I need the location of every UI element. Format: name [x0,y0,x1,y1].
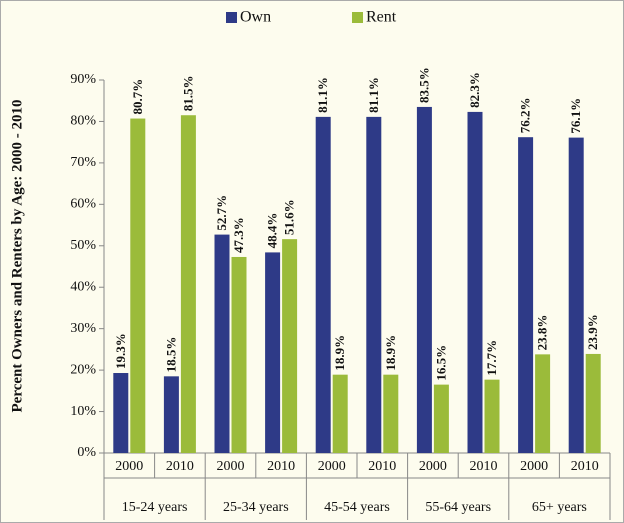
bar [332,374,348,453]
y-axis-label: Percent Owners and Renters by Age: 2000 … [9,99,25,412]
value-label: 18.5% [163,337,178,373]
y-tick-label: 0% [77,445,96,460]
x-tick-label: 2000 [520,459,548,474]
legend-swatch [226,12,237,23]
x-tick-label: 2010 [470,459,498,474]
x-tick-label: 2010 [267,459,295,474]
bar [180,115,196,453]
bar [315,116,331,453]
x-tick-label: 2010 [166,459,194,474]
legend-label: Rent [366,9,397,26]
value-label: 81.1% [366,77,381,113]
value-label: 17.7% [484,340,499,376]
value-label: 23.8% [535,315,550,351]
y-tick-label: 80% [70,114,96,129]
value-label: 76.2% [518,97,533,133]
bar [231,256,247,453]
value-label: 83.5% [416,67,431,103]
value-label: 81.5% [180,75,195,111]
bar [416,106,432,453]
bar [518,137,534,453]
y-tick-label: 30% [70,321,96,336]
value-label: 18.9% [332,335,347,371]
value-label: 81.1% [315,77,330,113]
value-label: 47.3% [231,217,246,253]
legend-label: Own [240,9,271,26]
bar [113,373,129,453]
x-tick-label: 2000 [419,459,447,474]
bar [568,137,584,453]
value-label: 80.7% [130,79,145,115]
value-label: 18.9% [383,335,398,371]
group-label: 45-54 years [324,500,390,515]
bar [265,252,281,453]
group-label: 15-24 years [122,500,188,515]
bar [163,376,179,453]
x-tick-label: 2010 [368,459,396,474]
bar [585,353,601,453]
bar [282,239,298,453]
group-label: 55-64 years [425,500,491,515]
bar [484,379,500,453]
bar [433,384,449,453]
y-tick-label: 50% [70,238,96,253]
y-tick-label: 60% [70,197,96,212]
bar [130,118,146,453]
x-tick-label: 2010 [571,459,599,474]
value-label: 48.4% [265,213,280,249]
bar [535,354,551,453]
group-label: 25-34 years [223,500,289,515]
value-label: 82.3% [467,72,482,108]
bar [214,234,230,453]
bar [467,111,483,453]
value-label: 16.5% [433,345,448,381]
x-tick-label: 2000 [217,459,245,474]
y-tick-label: 90% [70,72,96,87]
value-label: 23.9% [585,314,600,350]
value-label: 52.7% [214,195,229,231]
y-tick-label: 20% [70,362,96,377]
bar [383,374,399,453]
value-label: 76.1% [568,98,583,134]
x-tick-label: 2000 [318,459,346,474]
x-tick-label: 2000 [115,459,143,474]
y-tick-label: 40% [70,279,96,294]
value-label: 19.3% [113,333,128,369]
legend-swatch [352,12,363,23]
bar [366,116,382,453]
value-label: 51.6% [282,199,297,235]
y-tick-label: 70% [70,155,96,170]
group-label: 65+ years [532,500,587,515]
y-tick-label: 10% [70,404,96,419]
